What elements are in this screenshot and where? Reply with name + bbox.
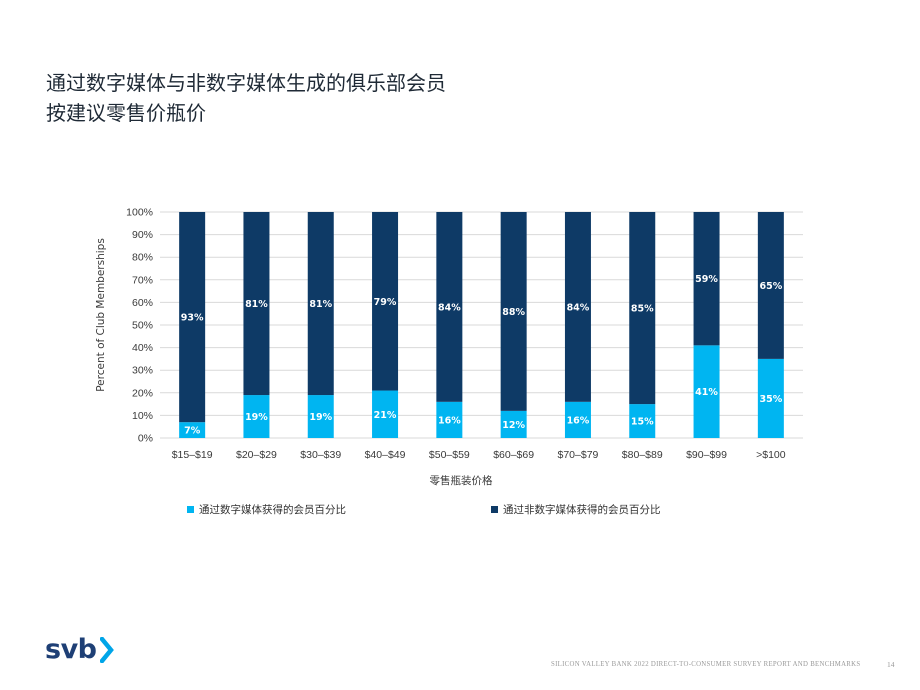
y-tick-label: 50% bbox=[132, 320, 153, 332]
legend-item-digital: 通过数字媒体获得的会员百分比 bbox=[187, 502, 346, 517]
bar-non-digital bbox=[372, 212, 399, 391]
x-tick-label: $50–$59 bbox=[429, 449, 470, 461]
page-number: 14 bbox=[887, 660, 895, 669]
x-tick-label: $15–$19 bbox=[172, 449, 213, 461]
bar-digital bbox=[564, 401, 591, 438]
y-tick-label: 80% bbox=[132, 252, 153, 264]
bar-non-digital bbox=[693, 212, 720, 346]
title-line-2: 按建议零售价瓶价 bbox=[46, 101, 206, 125]
legend-label-digital: 通过数字媒体获得的会员百分比 bbox=[199, 504, 346, 516]
bar-digital bbox=[243, 395, 270, 438]
bar-non-digital bbox=[564, 212, 591, 402]
data-label-non-digital: 65% bbox=[759, 281, 782, 292]
title-line-1: 通过数字媒体与非数字媒体生成的俱乐部会员 bbox=[46, 71, 446, 95]
bar-non-digital bbox=[436, 212, 463, 402]
x-tick-label: >$100 bbox=[756, 449, 786, 461]
footer-text: SILICON VALLEY BANK 2022 DIRECT-TO-CONSU… bbox=[551, 661, 861, 668]
data-label-non-digital: 88% bbox=[502, 307, 525, 318]
chevron-right-icon bbox=[99, 636, 114, 663]
y-tick-label: 30% bbox=[132, 365, 153, 377]
legend-item-non-digital: 通过非数字媒体获得的会员百分比 bbox=[491, 502, 661, 517]
bar-digital bbox=[757, 358, 784, 438]
y-axis-ticks: 0% 10% 20% 30% 40% 50% 60% 70% 80% 90% 100% bbox=[126, 207, 153, 445]
data-label-digital: 16% bbox=[567, 415, 590, 426]
legend-label-non-digital: 通过非数字媒体获得的会员百分比 bbox=[503, 504, 661, 516]
data-label-digital: 15% bbox=[631, 417, 654, 428]
data-label-non-digital: 84% bbox=[567, 302, 590, 313]
bar-digital bbox=[693, 345, 720, 438]
bar-non-digital bbox=[307, 212, 334, 396]
y-tick-label: 90% bbox=[132, 229, 153, 241]
bar-digital bbox=[372, 390, 399, 438]
data-label-digital: 12% bbox=[502, 420, 525, 431]
data-label-non-digital: 59% bbox=[695, 274, 718, 285]
y-tick-label: 70% bbox=[132, 274, 153, 286]
bar-non-digital bbox=[629, 212, 656, 405]
x-tick-label: $90–$99 bbox=[686, 449, 727, 461]
data-label-non-digital: 93% bbox=[181, 313, 204, 324]
logo-text: svb bbox=[45, 634, 97, 665]
bar-digital bbox=[179, 422, 206, 438]
data-label-non-digital: 85% bbox=[631, 304, 654, 315]
data-label-digital: 16% bbox=[438, 415, 461, 426]
bar-non-digital bbox=[500, 212, 527, 411]
data-label-digital: 19% bbox=[245, 412, 268, 423]
legend-swatch-non-digital bbox=[491, 506, 498, 513]
y-tick-label: 40% bbox=[132, 342, 153, 354]
bar-non-digital bbox=[179, 212, 206, 423]
data-label-digital: 35% bbox=[759, 394, 782, 405]
data-label-digital: 19% bbox=[309, 412, 332, 423]
bar-non-digital bbox=[757, 212, 784, 359]
x-tick-label: $20–$29 bbox=[236, 449, 277, 461]
x-tick-label: $70–$79 bbox=[558, 449, 599, 461]
x-tick-label: $30–$39 bbox=[300, 449, 341, 461]
y-tick-label: 20% bbox=[132, 387, 153, 399]
data-label-digital: 41% bbox=[695, 387, 718, 398]
bar-digital bbox=[436, 401, 463, 438]
bar-digital bbox=[307, 395, 334, 438]
x-axis-title: 零售瓶装价格 bbox=[430, 474, 493, 487]
page-title: 通过数字媒体与非数字媒体生成的俱乐部会员 按建议零售价瓶价 bbox=[46, 68, 746, 128]
data-label-digital: 7% bbox=[184, 426, 201, 437]
legend-swatch-digital bbox=[187, 506, 194, 513]
y-tick-label: 60% bbox=[132, 297, 153, 309]
y-tick-label: 100% bbox=[126, 207, 153, 219]
data-label-non-digital: 81% bbox=[245, 299, 268, 310]
bar-digital bbox=[500, 410, 527, 438]
data-label-non-digital: 84% bbox=[438, 302, 461, 313]
x-axis-ticks: $15–$19 $20–$29 $30–$39 $40–$49 $50–$59 $60–$… bbox=[172, 449, 786, 461]
data-label-non-digital: 81% bbox=[309, 299, 332, 310]
svb-logo: svb bbox=[45, 636, 114, 663]
y-tick-label: 0% bbox=[138, 433, 153, 445]
data-label-digital: 21% bbox=[374, 410, 397, 421]
bars: 7% 93% 19% 81% 19% 81% 21% 79% 16% 84% 12% 88% 16% 84… bbox=[179, 212, 784, 438]
x-tick-label: $40–$49 bbox=[365, 449, 406, 461]
y-axis-title: Percent of Club Memberships bbox=[95, 238, 107, 392]
bar-digital bbox=[629, 404, 656, 438]
x-tick-label: $80–$89 bbox=[622, 449, 663, 461]
y-tick-label: 10% bbox=[132, 410, 153, 422]
bar-non-digital bbox=[243, 212, 270, 396]
data-label-non-digital: 79% bbox=[374, 297, 397, 308]
x-tick-label: $60–$69 bbox=[493, 449, 534, 461]
